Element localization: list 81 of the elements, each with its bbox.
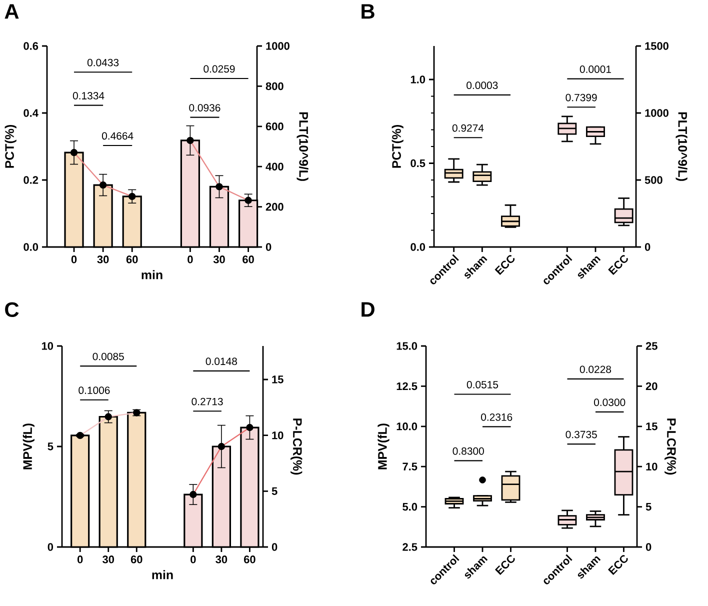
annotation: 0.0148 <box>206 358 237 366</box>
chart-title: D <box>362 302 374 317</box>
x-axis-title: min <box>152 570 173 580</box>
annotation: 0.9274 <box>452 124 484 132</box>
x-tick-label: 60 <box>244 556 256 564</box>
x-tick-label: 60 <box>130 556 142 564</box>
annotation: 0.0300 <box>594 398 626 406</box>
annotation: 0.7399 <box>566 94 597 102</box>
y-tick-label: 0 <box>48 543 54 551</box>
y2-tick-label: 400 <box>266 162 284 170</box>
x-tick-label: 0 <box>188 256 193 264</box>
y2-tick-label: 0 <box>644 243 650 251</box>
y-tick-label: 2.5 <box>402 543 418 551</box>
x-tick-label: 60 <box>126 256 138 264</box>
y2-tick-label: 1000 <box>266 42 290 50</box>
y2-tick-label: 15 <box>272 376 284 384</box>
annotation: 0.0433 <box>87 58 119 66</box>
y2-axis-title: PLT(10^9/L) <box>296 112 308 181</box>
y2-axis-title: P-LCR(%) <box>290 418 302 475</box>
y2-tick-label: 0 <box>266 243 272 251</box>
y2-tick-label: 5 <box>272 487 278 495</box>
annotation: 0.0003 <box>466 82 498 90</box>
annotation: 0.2713 <box>192 398 223 406</box>
y-tick-label: 5 <box>48 442 54 450</box>
y2-tick-label: 10 <box>646 462 658 470</box>
y-tick-label: 0.0 <box>24 243 38 251</box>
y-axis-title: MPV(fL) <box>22 424 34 470</box>
y-axis-title: MPV(fL) <box>378 424 390 470</box>
y2-tick-label: 20 <box>646 382 658 390</box>
x-tick-label: 0 <box>190 556 196 564</box>
y2-tick-label: 800 <box>266 82 284 90</box>
y-tick-label: 15.0 <box>396 342 418 350</box>
y2-tick-label: 25 <box>646 342 658 350</box>
annotation: 0.1334 <box>72 92 104 100</box>
annotation: 0.0085 <box>92 352 124 360</box>
x-tick-label: 30 <box>216 556 228 564</box>
y2-tick-label: 1000 <box>645 109 668 117</box>
annotation: 0.1006 <box>78 386 110 394</box>
y2-tick-label: 15 <box>646 422 658 430</box>
y2-tick-label: 5 <box>646 502 652 511</box>
annotation: 0.3735 <box>566 430 597 438</box>
x-tick-label: 60 <box>242 256 254 264</box>
x-axis-title: min <box>142 270 162 280</box>
x-tick-label: 30 <box>102 556 114 564</box>
y2-tick-label: 10 <box>272 431 284 440</box>
y2-tick-label: 600 <box>266 122 284 130</box>
y2-axis-title: P-LCR(%) <box>664 418 676 475</box>
y2-tick-label: 0 <box>646 543 652 551</box>
chart-title: B <box>362 4 374 19</box>
x-tick-label: 30 <box>213 256 225 264</box>
y-tick-label: 0.4 <box>24 109 38 117</box>
chart-title: C <box>5 302 19 318</box>
x-tick-label: 0 <box>77 556 83 564</box>
y2-tick-label: 500 <box>644 176 662 184</box>
y-tick-label: 0.2 <box>24 176 38 184</box>
y-tick-label: 5.0 <box>402 502 418 511</box>
annotation: 0.0936 <box>189 104 220 112</box>
y2-tick-label: 0 <box>272 543 278 551</box>
x-tick-label: 30 <box>97 256 109 264</box>
y-axis-title: PCT(%) <box>392 124 404 168</box>
annotation: 0.8300 <box>452 447 484 455</box>
chart-title: A <box>4 4 19 19</box>
annotation: 0.0515 <box>466 380 498 388</box>
y-tick-label: 12.5 <box>396 382 418 390</box>
annotation: 0.0259 <box>204 65 235 73</box>
annotation: 0.0228 <box>580 366 612 374</box>
y-tick-label: 10 <box>42 342 54 350</box>
y2-tick-label: 1500 <box>645 42 668 50</box>
y-tick-label: 1.0 <box>410 76 426 84</box>
annotation: 0.0001 <box>580 66 611 73</box>
y2-axis-title: PLT(10^9/L) <box>676 112 688 181</box>
y-tick-label: 0.5 <box>410 159 426 168</box>
annotation: 0.4664 <box>102 132 134 140</box>
y2-tick-label: 200 <box>266 202 284 211</box>
y-tick-label: 0.0 <box>410 243 426 251</box>
y-tick-label: 10.0 <box>396 422 418 430</box>
y-axis-title: PCT(%) <box>4 124 16 168</box>
y-tick-label: 7.5 <box>402 462 418 470</box>
x-tick-label: 0 <box>71 256 77 264</box>
y-tick-label: 0.6 <box>24 42 38 50</box>
annotation: 0.2316 <box>481 413 512 421</box>
